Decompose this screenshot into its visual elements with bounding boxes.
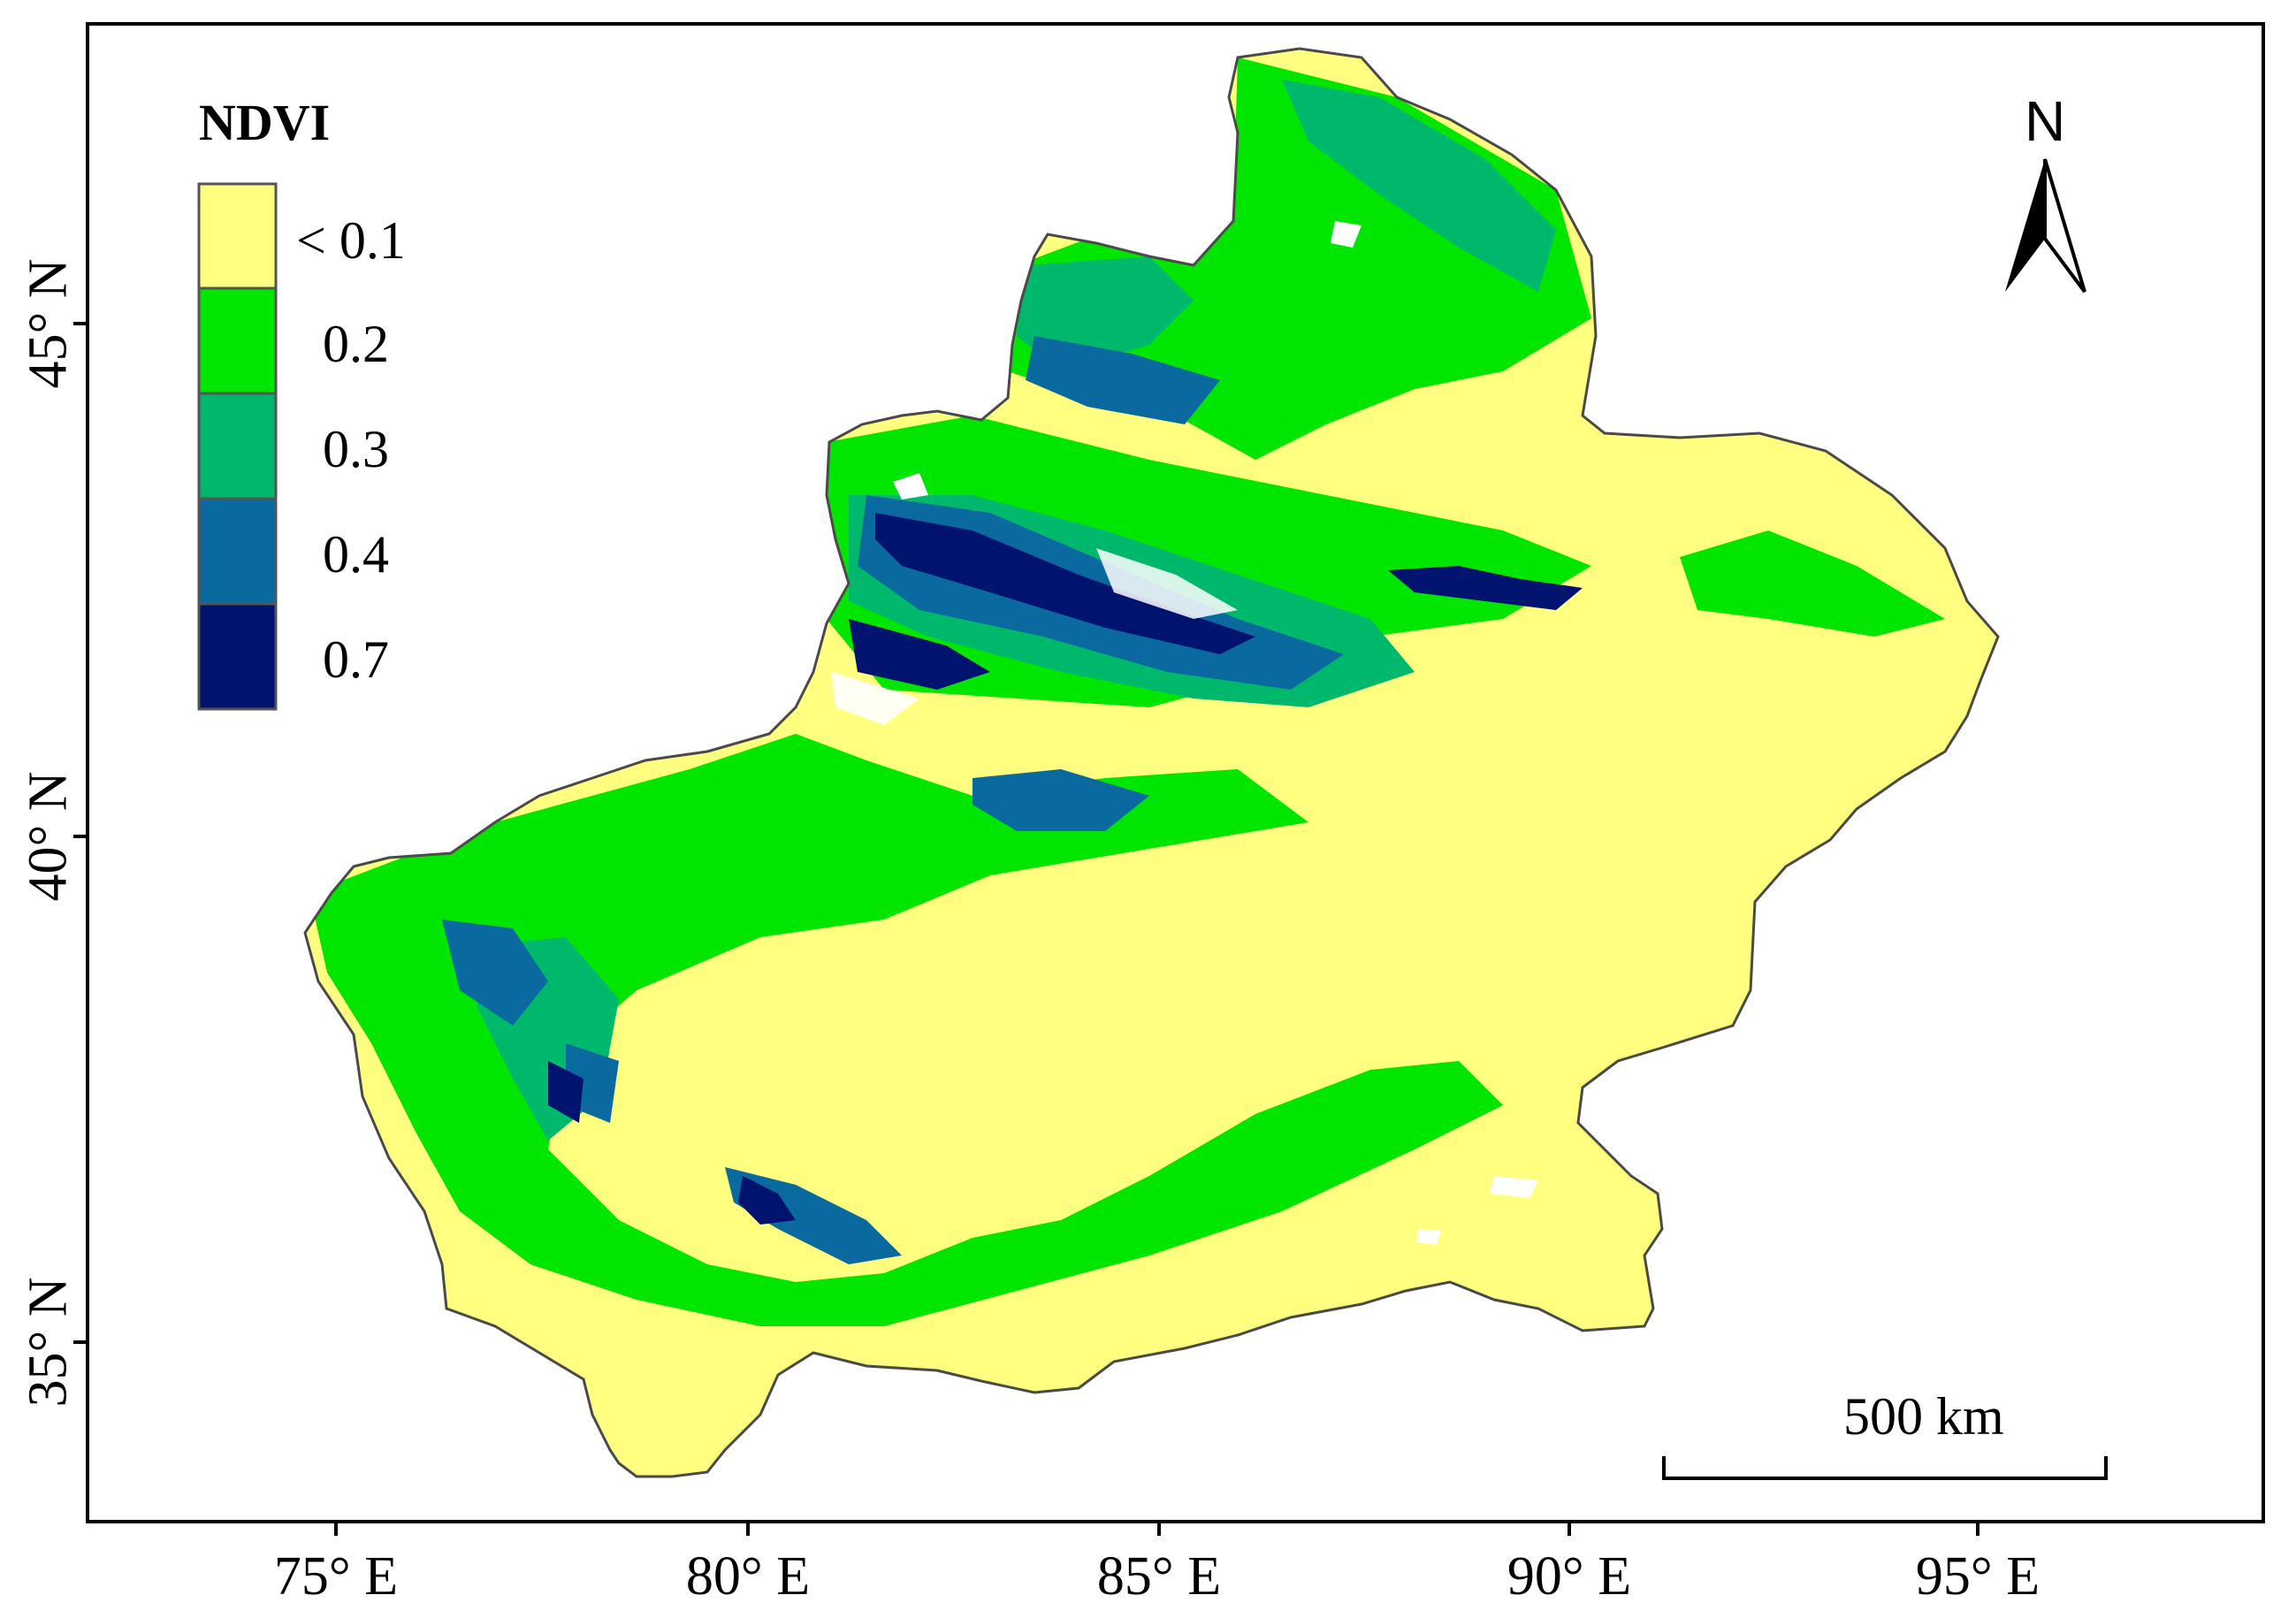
xtick-label: 75° E: [273, 1546, 399, 1607]
legend-label: 0.2: [323, 315, 389, 373]
xtick-label: 95° E: [1915, 1546, 2040, 1607]
ytick-label: 45° N: [18, 258, 79, 389]
ndvi-raster: [305, 49, 1998, 1477]
legend-swatch: [197, 602, 278, 711]
xtick-label: 80° E: [685, 1546, 811, 1607]
legend-swatch: [197, 286, 278, 395]
scale-bar: [1662, 1456, 2108, 1480]
legend-label: 0.7: [323, 630, 389, 689]
ytick-label: 35° N: [18, 1277, 79, 1408]
xtick-label: 85° E: [1096, 1546, 1222, 1607]
legend-swatches: [197, 182, 278, 711]
north-arrow-icon: [2005, 158, 2086, 294]
legend-label: < 0.1: [296, 211, 406, 270]
legend-swatch: [197, 182, 278, 290]
legend-swatch: [197, 497, 278, 606]
ytick-label: 40° N: [18, 771, 79, 902]
scale-bar-label: 500 km: [1843, 1387, 2004, 1446]
xtick-label: 90° E: [1507, 1546, 1632, 1607]
legend-label: 0.3: [323, 420, 389, 478]
legend-title: NDVI: [199, 94, 331, 151]
legend-label: 0.4: [323, 525, 389, 584]
axis-ticks: [73, 322, 1979, 1536]
legend-swatch: [197, 392, 278, 500]
north-label: N: [2025, 89, 2066, 153]
